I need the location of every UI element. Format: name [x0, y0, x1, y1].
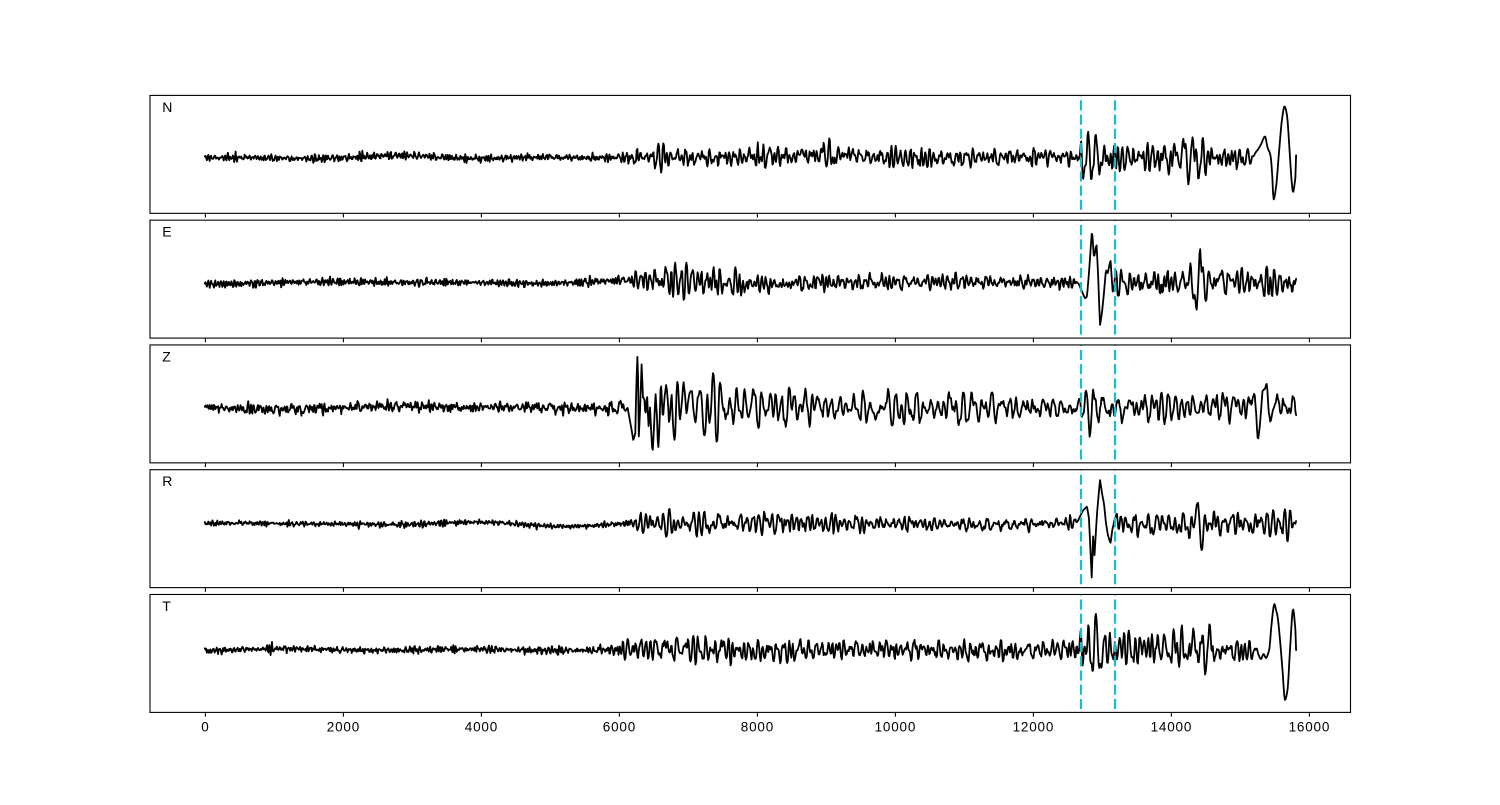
svg-text:8000: 8000 — [741, 720, 774, 735]
svg-text:16000: 16000 — [1289, 720, 1331, 735]
svg-text:R: R — [162, 473, 172, 489]
svg-text:14000: 14000 — [1151, 720, 1193, 735]
svg-text:E: E — [162, 224, 171, 240]
svg-text:Z: Z — [162, 348, 171, 364]
svg-text:2000: 2000 — [327, 720, 360, 735]
svg-text:N: N — [162, 99, 172, 115]
svg-text:6000: 6000 — [603, 720, 636, 735]
svg-text:4000: 4000 — [465, 720, 498, 735]
svg-text:12000: 12000 — [1013, 720, 1055, 735]
svg-text:T: T — [162, 598, 171, 614]
svg-text:10000: 10000 — [875, 720, 917, 735]
svg-text:0: 0 — [201, 720, 209, 735]
